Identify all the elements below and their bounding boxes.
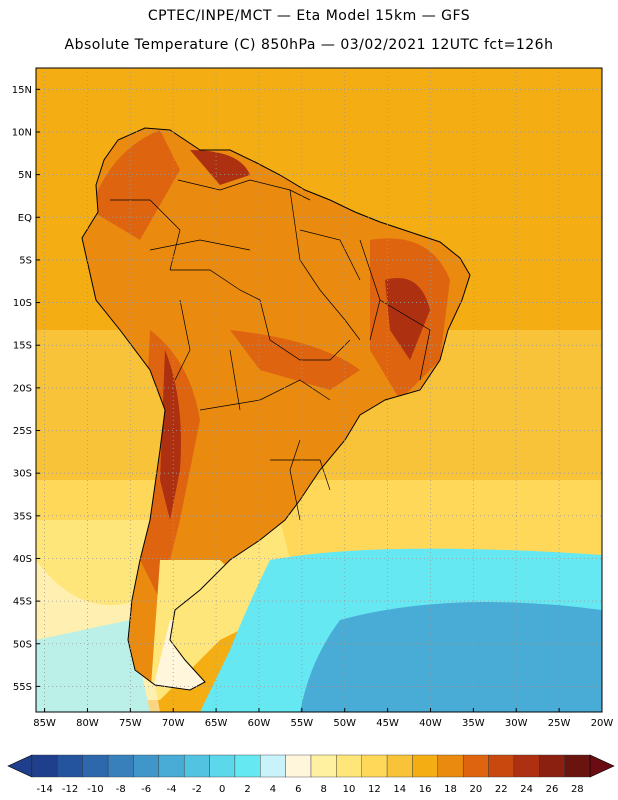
pacific-light xyxy=(36,560,160,712)
colorbar-label: -6 xyxy=(141,784,151,795)
colorbar-label: 22 xyxy=(495,784,508,795)
colorbar-swatch xyxy=(386,754,413,778)
latitude-tick-label: EQ xyxy=(18,213,32,224)
colorbar-swatch xyxy=(361,754,388,778)
longitude-tick-label: 25W xyxy=(548,718,571,729)
latitude-tick-label: 55S xyxy=(13,682,32,693)
latitude-tick-label: 40S xyxy=(13,554,32,565)
colorbar-label: 26 xyxy=(546,784,559,795)
colorbar-label: 2 xyxy=(244,784,250,795)
atlantic-colder xyxy=(300,602,602,712)
colorbar-label: 14 xyxy=(393,784,406,795)
longitude-tick-label: 85W xyxy=(33,718,56,729)
latitude-tick-label: 50S xyxy=(13,639,32,650)
colorbar-swatch xyxy=(488,754,515,778)
latitude-tick-label: 25S xyxy=(13,426,32,437)
colorbar-swatch xyxy=(31,754,58,778)
colorbar-label: 20 xyxy=(469,784,482,795)
colorbar-high-arrow xyxy=(589,754,615,778)
country-borders xyxy=(110,179,431,521)
map-frame xyxy=(35,67,603,713)
colorbar: -14 -12 -10 -8 -6 -4 -2 0 2 4 6 8 10 12 14 16 18 20 22 24 26… xyxy=(7,754,615,795)
latitude-tick-label: 20S xyxy=(13,383,32,394)
latitude-tick-label: 30S xyxy=(13,469,32,480)
longitude-tick-label: 45W xyxy=(376,718,399,729)
longitude-tick-label: 20W xyxy=(591,718,614,729)
graticule xyxy=(36,68,602,712)
longitude-tick-label: 80W xyxy=(76,718,99,729)
colorbar-swatch xyxy=(107,754,134,778)
colorbar-label: 18 xyxy=(444,784,457,795)
latitude-tick-label: 10N xyxy=(12,127,32,138)
colorbar-label: -8 xyxy=(116,784,126,795)
longitude-tick-label: 70W xyxy=(162,718,185,729)
colorbar-swatch xyxy=(183,754,210,778)
colorbar-swatch xyxy=(437,754,464,778)
colorbar-label: 16 xyxy=(419,784,432,795)
chart-title-line-1: CPTEC/INPE/MCT — Eta Model 15km — GFS xyxy=(147,8,471,24)
colorbar-swatch xyxy=(82,754,109,778)
colorbar-swatch xyxy=(564,754,591,778)
colorbar-label: 6 xyxy=(295,784,301,795)
colorbar-label: 10 xyxy=(343,784,356,795)
longitude-tick-label: 55W xyxy=(291,718,314,729)
longitude-tick-label: 50W xyxy=(333,718,356,729)
longitude-tick-label: 65W xyxy=(205,718,228,729)
colorbar-label: -4 xyxy=(167,784,177,795)
colorbar-swatch xyxy=(462,754,489,778)
latitude-axis: 15N 10N 5N EQ 5S 10S 15S 20S 25S 30S 35S 40S 45S 50S 5… xyxy=(12,85,40,693)
colorbar-swatch xyxy=(539,754,565,778)
latitude-tick-label: 5S xyxy=(19,255,32,266)
colorbar-label: 4 xyxy=(270,784,276,795)
colorbar-swatch xyxy=(412,754,439,778)
colorbar-swatch xyxy=(133,754,160,778)
colorbar-label: -10 xyxy=(87,784,103,795)
colorbar-label: -14 xyxy=(37,784,53,795)
longitude-tick-label: 35W xyxy=(462,718,485,729)
longitude-axis: 85W 80W 75W 70W 65W 60W 55W 50W 45W 40W 35W 30W 25W 2… xyxy=(33,708,613,729)
temperature-field xyxy=(36,68,602,712)
colorbar-low-arrow xyxy=(7,754,33,778)
colorbar-swatch xyxy=(57,754,83,778)
latitude-tick-label: 45S xyxy=(13,597,32,608)
colorbar-swatch xyxy=(285,754,312,778)
colorbar-swatch xyxy=(310,754,337,778)
latitude-tick-label: 15S xyxy=(13,341,32,352)
latitude-tick-label: 5N xyxy=(18,170,32,181)
longitude-tick-label: 40W xyxy=(419,718,442,729)
colorbar-label: 8 xyxy=(320,784,326,795)
colorbar-label: 12 xyxy=(368,784,381,795)
colorbar-swatch xyxy=(209,754,236,778)
longitude-tick-label: 60W xyxy=(248,718,271,729)
colorbar-label: -2 xyxy=(192,784,202,795)
colorbar-label: 28 xyxy=(571,784,584,795)
colorbar-label: 24 xyxy=(520,784,533,795)
latitude-tick-label: 15N xyxy=(12,85,32,96)
longitude-tick-label: 30W xyxy=(505,718,528,729)
latitude-tick-label: 35S xyxy=(13,511,32,522)
colorbar-label: 0 xyxy=(219,784,225,795)
chart-title-line-2: Absolute Temperature (C) 850hPa — 03/02/… xyxy=(64,37,554,53)
latitude-tick-label: 10S xyxy=(13,298,32,309)
colorbar-swatch xyxy=(513,754,540,778)
colorbar-swatch xyxy=(336,754,362,778)
colorbar-swatch xyxy=(158,754,185,778)
colorbar-swatch xyxy=(260,754,286,778)
colorbar-swatch xyxy=(234,754,261,778)
longitude-tick-label: 75W xyxy=(119,718,142,729)
colorbar-label: -12 xyxy=(62,784,78,795)
